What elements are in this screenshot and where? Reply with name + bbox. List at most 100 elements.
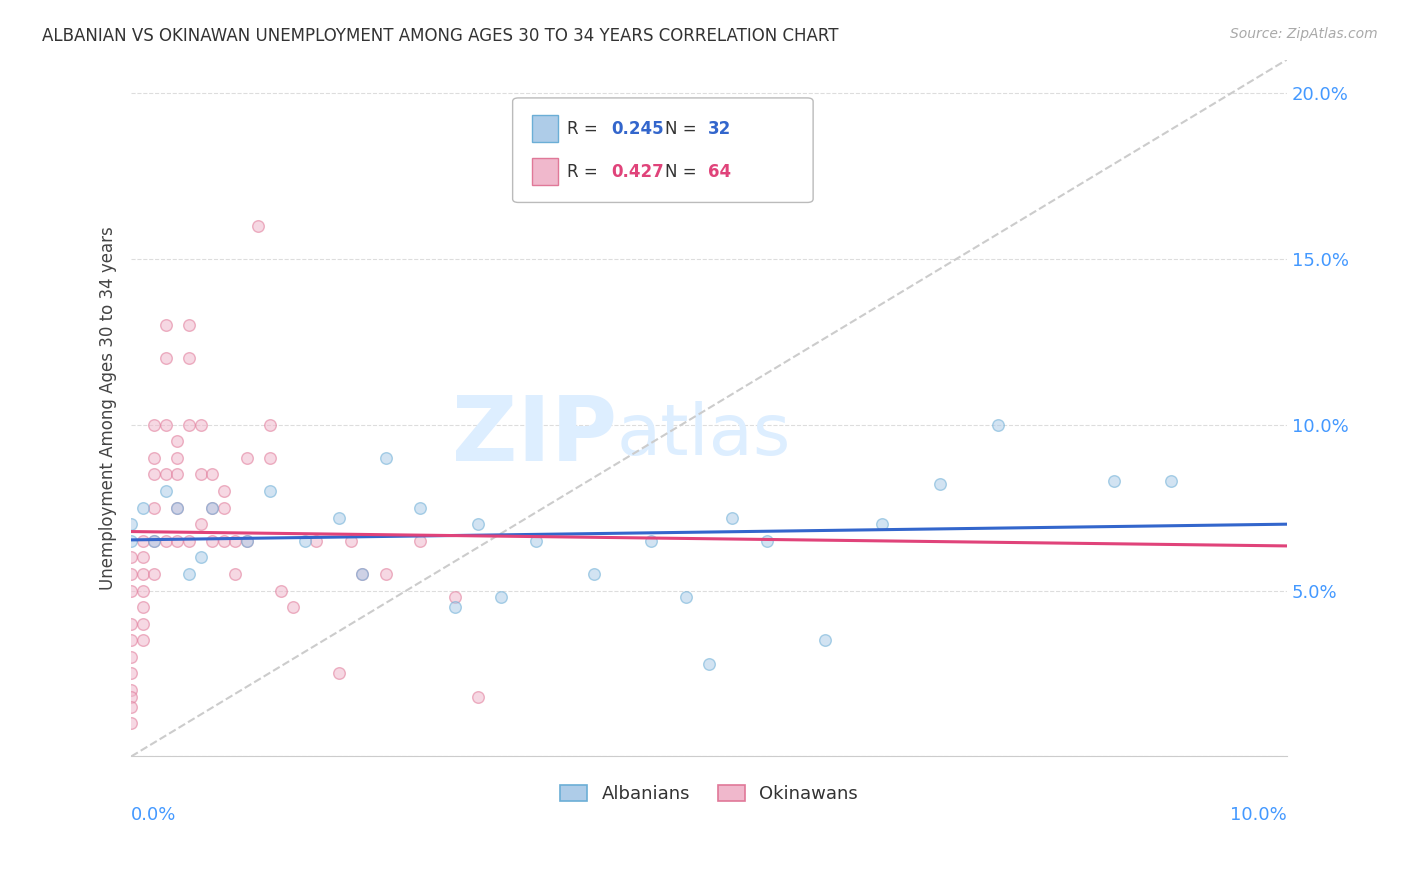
Text: R =: R = — [567, 120, 603, 137]
Point — [143, 533, 166, 548]
Point — [120, 699, 142, 714]
Point — [675, 590, 697, 604]
Point — [177, 417, 200, 432]
Point — [224, 533, 246, 548]
Point — [120, 583, 142, 598]
Point — [120, 649, 142, 664]
Point — [155, 467, 177, 482]
Point — [270, 583, 292, 598]
Point — [755, 533, 778, 548]
Point — [120, 566, 142, 581]
Y-axis label: Unemployment Among Ages 30 to 34 years: Unemployment Among Ages 30 to 34 years — [100, 227, 117, 590]
Point — [929, 477, 952, 491]
Point — [340, 533, 363, 548]
Text: Source: ZipAtlas.com: Source: ZipAtlas.com — [1230, 27, 1378, 41]
Point — [374, 566, 396, 581]
Point — [201, 467, 224, 482]
Point — [212, 533, 235, 548]
FancyBboxPatch shape — [533, 159, 558, 185]
Point — [467, 517, 489, 532]
Point — [328, 510, 350, 524]
Point — [143, 566, 166, 581]
Point — [120, 666, 142, 681]
Point — [166, 500, 188, 515]
FancyBboxPatch shape — [533, 115, 558, 142]
Point — [236, 450, 259, 465]
Point — [259, 450, 281, 465]
Point — [201, 533, 224, 548]
Point — [120, 533, 142, 548]
Point — [132, 566, 155, 581]
Point — [201, 500, 224, 515]
Point — [166, 500, 188, 515]
Point — [132, 550, 155, 565]
Point — [166, 450, 188, 465]
Point — [524, 533, 547, 548]
Point — [987, 417, 1010, 432]
Point — [155, 351, 177, 366]
Point — [120, 683, 142, 698]
Point — [120, 716, 142, 731]
Point — [143, 467, 166, 482]
Point — [582, 566, 605, 581]
Point — [212, 500, 235, 515]
Point — [166, 467, 188, 482]
Point — [120, 616, 142, 631]
Text: 32: 32 — [709, 120, 731, 137]
Point — [143, 417, 166, 432]
Point — [190, 517, 212, 532]
Point — [305, 533, 328, 548]
Point — [294, 533, 316, 548]
Point — [259, 417, 281, 432]
Point — [143, 450, 166, 465]
Text: N =: N = — [665, 162, 702, 181]
Point — [120, 690, 142, 704]
Point — [374, 450, 396, 465]
Point — [352, 566, 374, 581]
Point — [155, 483, 177, 498]
Point — [166, 533, 188, 548]
FancyBboxPatch shape — [513, 98, 813, 202]
Point — [467, 690, 489, 704]
Point — [132, 616, 155, 631]
Text: atlas: atlas — [617, 401, 792, 470]
Point — [120, 633, 142, 648]
Point — [143, 500, 166, 515]
Text: R =: R = — [567, 162, 603, 181]
Point — [281, 600, 304, 615]
Point — [143, 533, 166, 548]
Point — [166, 434, 188, 449]
Point — [155, 318, 177, 332]
Point — [190, 550, 212, 565]
Point — [721, 510, 744, 524]
Point — [155, 417, 177, 432]
Point — [155, 533, 177, 548]
Point — [120, 517, 142, 532]
Point — [259, 483, 281, 498]
Point — [190, 417, 212, 432]
Text: 0.0%: 0.0% — [131, 806, 177, 824]
Point — [409, 500, 432, 515]
Point — [201, 500, 224, 515]
Point — [444, 600, 467, 615]
Legend: Albanians, Okinawans: Albanians, Okinawans — [553, 778, 865, 810]
Point — [132, 500, 155, 515]
Point — [409, 533, 432, 548]
Point — [1160, 474, 1182, 488]
Text: N =: N = — [665, 120, 702, 137]
Point — [236, 533, 259, 548]
Text: 10.0%: 10.0% — [1230, 806, 1286, 824]
Point — [352, 566, 374, 581]
Point — [177, 533, 200, 548]
Point — [224, 566, 246, 581]
Point — [132, 533, 155, 548]
Point — [212, 483, 235, 498]
Text: 0.245: 0.245 — [610, 120, 664, 137]
Point — [444, 590, 467, 604]
Point — [120, 550, 142, 565]
Text: 0.427: 0.427 — [610, 162, 664, 181]
Text: 64: 64 — [709, 162, 731, 181]
Text: ALBANIAN VS OKINAWAN UNEMPLOYMENT AMONG AGES 30 TO 34 YEARS CORRELATION CHART: ALBANIAN VS OKINAWAN UNEMPLOYMENT AMONG … — [42, 27, 839, 45]
Point — [132, 600, 155, 615]
Point — [132, 633, 155, 648]
